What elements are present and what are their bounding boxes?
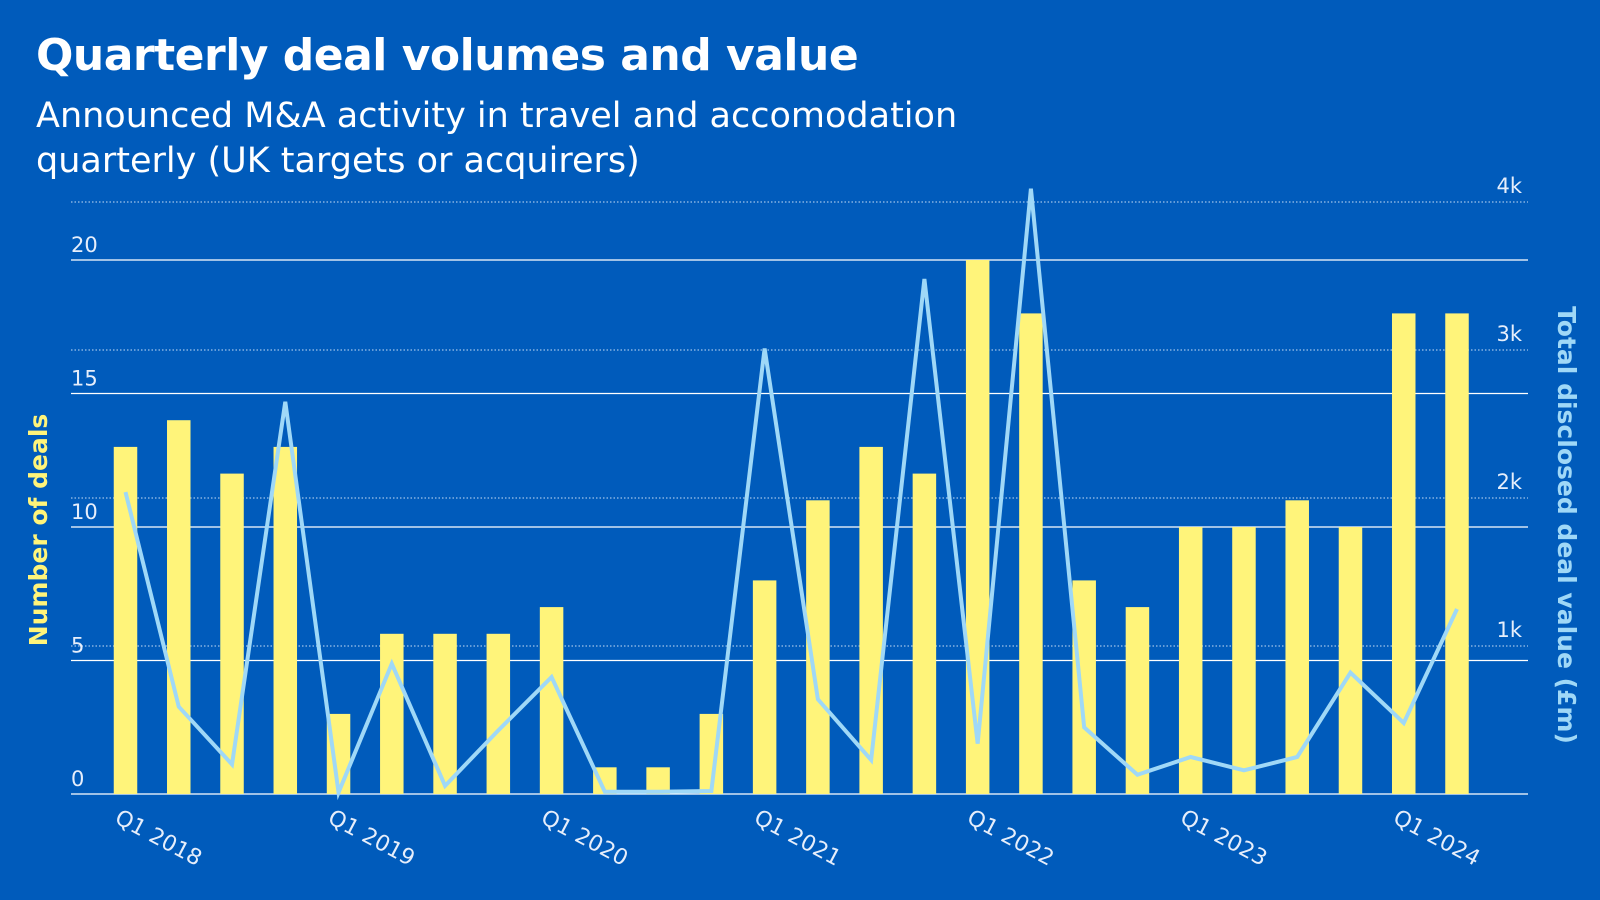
bar <box>1445 313 1469 794</box>
y-right-tick-label: 4k <box>1496 174 1522 198</box>
y-left-tick-label: 10 <box>71 500 98 524</box>
bar <box>593 767 617 794</box>
bar <box>273 446 298 794</box>
bar <box>1232 527 1256 794</box>
bar <box>380 633 404 794</box>
x-tick-label: Q1 2023 <box>1176 805 1271 871</box>
bar <box>1338 527 1363 794</box>
y-left-tick-label: 0 <box>71 767 84 791</box>
x-tick-label: Q1 2021 <box>750 805 845 871</box>
subtitle-line-1: Announced M&A activity in travel and acc… <box>36 96 958 136</box>
bar <box>220 473 244 794</box>
chart-title: Quarterly deal volumes and value <box>36 30 859 81</box>
left-gridlines <box>71 259 1528 795</box>
bar <box>1072 580 1096 794</box>
bar <box>486 633 511 794</box>
y-right-tick-label: 2k <box>1496 470 1522 494</box>
bar <box>113 446 138 794</box>
x-tick-label: Q1 2022 <box>963 805 1058 871</box>
bar <box>1285 500 1309 794</box>
bar <box>167 420 191 794</box>
bar <box>539 607 564 794</box>
value-line <box>123 188 1459 801</box>
x-tick-label: Q1 2020 <box>537 805 632 871</box>
bar <box>806 500 830 794</box>
bar <box>752 580 777 794</box>
bar <box>433 633 457 794</box>
y-left-tick-label: 5 <box>71 634 84 658</box>
y-left-tick-label: 15 <box>71 367 98 391</box>
bar <box>646 767 670 794</box>
y-axis-left-label: Number of deals <box>24 414 53 647</box>
right-gridlines <box>71 201 1528 647</box>
y-left-tick-label: 20 <box>71 233 98 257</box>
chart-subtitle: Announced M&A activity in travel and acc… <box>36 94 1136 184</box>
bar-series <box>113 260 1469 794</box>
bar <box>965 260 990 794</box>
y-right-tick-label: 1k <box>1496 618 1522 642</box>
subtitle-line-2: quarterly (UK targets or acquirers) <box>36 141 640 181</box>
y-axis-right-label: Total disclosed deal value (£m) <box>1552 306 1581 744</box>
x-tick-label: Q1 2024 <box>1389 805 1484 871</box>
bar <box>912 473 937 794</box>
bar <box>1178 527 1203 794</box>
bar <box>1019 313 1043 794</box>
x-tick-label: Q1 2018 <box>111 805 206 871</box>
y-right-tick-label: 3k <box>1496 322 1522 346</box>
line-series <box>123 188 1459 801</box>
bar <box>1391 313 1416 794</box>
x-tick-label: Q1 2019 <box>324 805 419 871</box>
bar <box>1125 607 1150 794</box>
